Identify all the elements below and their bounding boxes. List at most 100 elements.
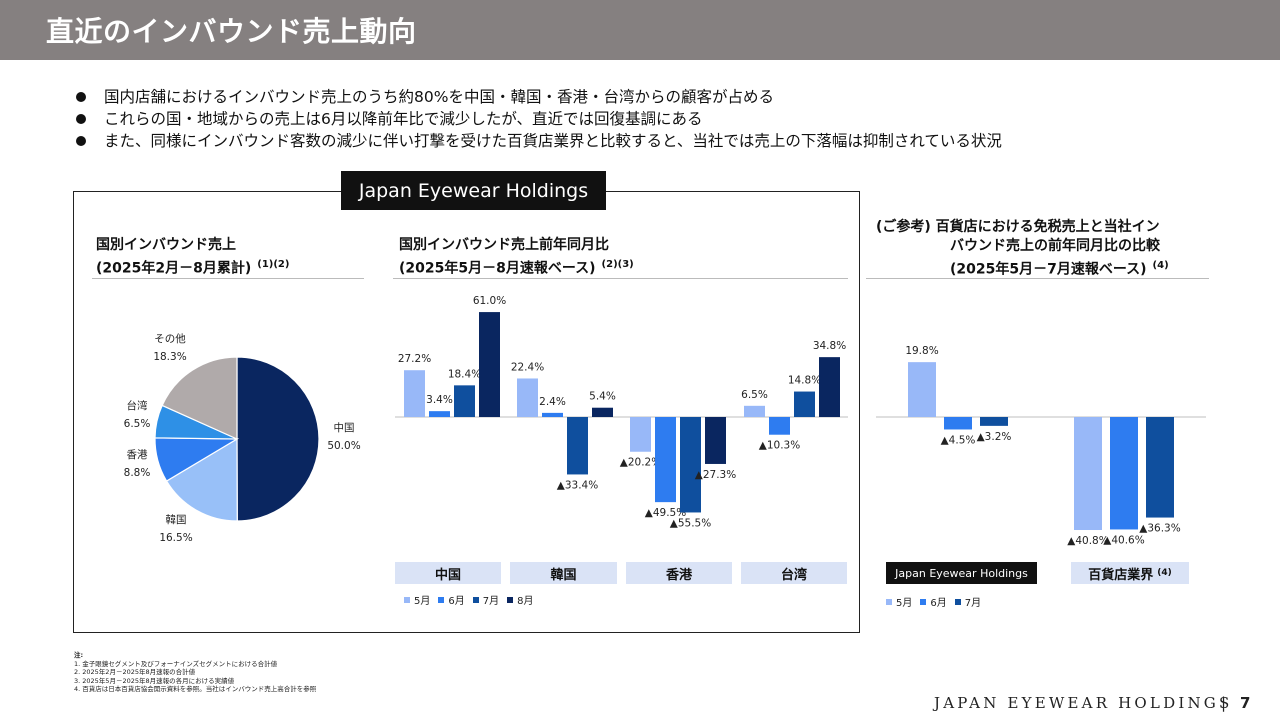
comparison-bars-bar bbox=[1110, 417, 1138, 530]
page-number: 7 bbox=[1240, 694, 1251, 712]
pie-label-value: 6.5% bbox=[124, 418, 151, 430]
country-bars-data-label: 2.4% bbox=[539, 396, 566, 408]
bullet-item: また、同様にインバウンド客数の減少に伴い打撃を受けた百貨店業界と比較すると、当社… bbox=[76, 130, 1002, 152]
category-box-korea: 韓国 bbox=[510, 562, 617, 584]
pie-slice-korea bbox=[165, 437, 238, 522]
comparison-bars-bar bbox=[1146, 417, 1174, 518]
pie-label-value: 16.5% bbox=[159, 532, 192, 544]
country-bars-data-label: ▲55.5% bbox=[670, 517, 711, 529]
country-bars-bar bbox=[744, 405, 765, 417]
bullet-item: 国内店舗におけるインバウンド売上のうち約80%を中国・韓国・香港・台湾からの顧客… bbox=[76, 86, 1002, 108]
reference-chart-title: (ご参考) 百貨店における免税売上と当社イン バウンド売上の前年同月比の比較 (… bbox=[876, 219, 1169, 278]
comparison-bars-bar bbox=[908, 362, 936, 417]
country-bars-data-label: ▲49.5% bbox=[645, 507, 686, 519]
country-bars-data-label: 27.2% bbox=[398, 353, 431, 365]
pie-label-name: 中国 bbox=[334, 421, 355, 434]
country-bars-bar bbox=[655, 417, 676, 503]
legend-item: 7月 bbox=[472, 592, 499, 607]
comparison-bars-data-label: ▲3.2% bbox=[977, 431, 1012, 443]
legend-item: 5月 bbox=[404, 592, 430, 607]
country-bars-bar bbox=[517, 378, 538, 417]
country-bars-data-label: ▲27.3% bbox=[695, 469, 736, 481]
bullet-list: 国内店舗におけるインバウンド売上のうち約80%を中国・韓国・香港・台湾からの顧客… bbox=[76, 86, 1002, 152]
country-bars-data-label: ▲10.3% bbox=[759, 440, 800, 452]
pie-label-name: その他 bbox=[154, 332, 186, 345]
country-bars-bar bbox=[794, 391, 815, 417]
pie-label-value: 50.0% bbox=[327, 440, 360, 452]
footer-brand: JAPAN EYEWEAR HOLDINGS bbox=[934, 694, 1233, 712]
right-title-underline bbox=[866, 278, 1209, 279]
category-box-china: 中国 bbox=[395, 562, 501, 584]
right-chart-legend: 5月 6月 7月 bbox=[886, 594, 989, 609]
legend-item: 7月 bbox=[954, 594, 981, 609]
category-box-taiwan: 台湾 bbox=[741, 562, 847, 584]
legend-swatch bbox=[438, 596, 445, 603]
country-bars-bar bbox=[429, 411, 450, 417]
category-box-department-stores: 百貨店業界 (4) bbox=[1071, 562, 1189, 584]
mid-chart-legend: 5月 6月 7月 8月 bbox=[404, 592, 542, 607]
country-bars-data-label: 3.4% bbox=[426, 394, 453, 406]
country-bars-bar bbox=[479, 312, 500, 417]
legend-swatch bbox=[404, 596, 410, 603]
pie-slice-other bbox=[161, 356, 238, 440]
country-bars-bar bbox=[819, 357, 840, 417]
legend-swatch bbox=[886, 598, 892, 605]
country-bars-bar bbox=[769, 417, 790, 435]
comparison-bars-data-label: ▲4.5% bbox=[941, 434, 976, 446]
bullet-item: これらの国・地域からの売上は6月以降前年比で減少したが、直近では回復基調にある bbox=[76, 108, 1002, 130]
legend-swatch bbox=[507, 596, 514, 603]
comparison-bars-data-label: ▲40.8% bbox=[1067, 535, 1108, 547]
category-box-hongkong: 香港 bbox=[626, 562, 732, 584]
footnotes: 注: 1. 金子眼鏡セグメント及びフォーナインズセグメントにおける合計値 2. … bbox=[74, 651, 317, 694]
legend-swatch bbox=[920, 598, 927, 605]
footer-separator: | bbox=[1221, 694, 1227, 712]
comparison-bars-data-label: ▲40.6% bbox=[1103, 534, 1144, 546]
pie-title-underline bbox=[92, 278, 364, 279]
country-bars-bar bbox=[454, 385, 475, 417]
legend-swatch bbox=[472, 596, 479, 603]
company-category-badge: Japan Eyewear Holdings bbox=[886, 562, 1037, 584]
bullet-dot-icon bbox=[76, 114, 86, 124]
country-bars-data-label: 6.5% bbox=[741, 389, 768, 401]
pie-label-value: 8.8% bbox=[124, 467, 151, 479]
page-title: 直近のインバウンド売上動向 bbox=[46, 15, 417, 48]
country-bars-data-label: 22.4% bbox=[511, 361, 544, 373]
country-bars-bar bbox=[567, 417, 588, 475]
country-bar-chart-title: 国別インバウンド売上前年同月比 (2025年5月－8月速報ベース) (2)(3) bbox=[399, 237, 634, 277]
country-bars-data-label: 5.4% bbox=[589, 391, 616, 403]
comparison-bars-bar bbox=[1074, 417, 1102, 531]
company-logo-tab: Japan Eyewear Holdings bbox=[341, 171, 606, 210]
pie-label-name: 香港 bbox=[127, 449, 148, 461]
country-bars-bar bbox=[592, 407, 613, 417]
comparison-bars-bar bbox=[944, 417, 972, 430]
comparison-bars-data-label: ▲36.3% bbox=[1139, 523, 1180, 535]
legend-item: 6月 bbox=[920, 594, 947, 609]
pie-label-name: 台湾 bbox=[127, 399, 148, 412]
legend-item: 6月 bbox=[438, 592, 465, 607]
legend-item: 5月 bbox=[886, 594, 912, 609]
comparison-bars-bar bbox=[980, 417, 1008, 426]
header-bar: 直近のインバウンド売上動向 bbox=[0, 0, 1280, 60]
country-bars-bar bbox=[630, 417, 651, 452]
legend-swatch bbox=[954, 598, 961, 605]
mid-title-underline bbox=[393, 278, 848, 279]
bullet-dot-icon bbox=[76, 92, 86, 102]
comparison-bars-data-label: 19.8% bbox=[905, 345, 938, 357]
country-bars-bar bbox=[680, 417, 701, 513]
country-bars-bar bbox=[542, 412, 563, 417]
country-bars-data-label: 34.8% bbox=[813, 340, 846, 352]
pie-chart-title: 国別インバウンド売上 (2025年2月－8月累計) (1)(2) bbox=[96, 237, 290, 277]
pie-slice-china bbox=[236, 356, 320, 522]
country-bars-data-label: 18.4% bbox=[448, 368, 481, 380]
pie-label-value: 18.3% bbox=[153, 351, 186, 363]
bullet-dot-icon bbox=[76, 136, 86, 146]
country-bars-data-label: 14.8% bbox=[788, 375, 821, 387]
country-bars-bar bbox=[404, 370, 425, 417]
legend-item: 8月 bbox=[507, 592, 534, 607]
country-bars-bar bbox=[705, 417, 726, 464]
country-bars-data-label: ▲33.4% bbox=[557, 479, 598, 491]
country-bars-data-label: ▲20.2% bbox=[620, 457, 661, 469]
pie-label-name: 韓国 bbox=[166, 514, 187, 526]
country-bars-data-label: 61.0% bbox=[473, 295, 506, 307]
